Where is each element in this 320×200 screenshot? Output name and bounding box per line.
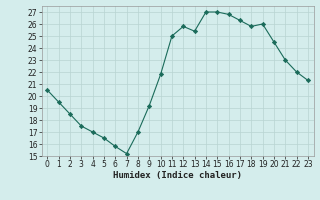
X-axis label: Humidex (Indice chaleur): Humidex (Indice chaleur) bbox=[113, 171, 242, 180]
